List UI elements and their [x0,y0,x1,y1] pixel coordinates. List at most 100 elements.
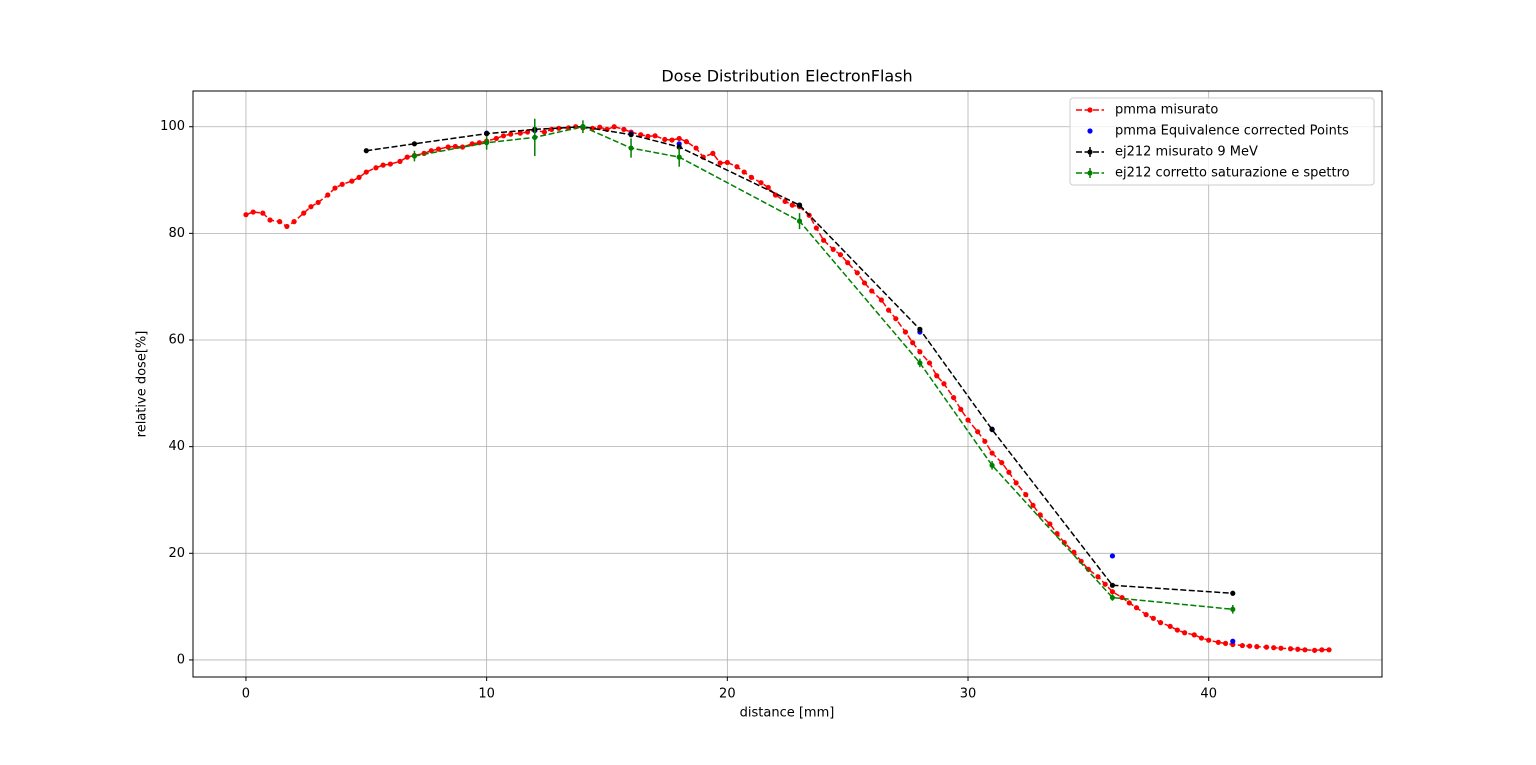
data-point [621,126,627,132]
data-point [1215,639,1221,645]
data-point [902,329,909,335]
data-point [517,130,523,136]
data-point [917,360,923,366]
data-point [541,129,548,135]
x-axis-label: distance [mm] [740,706,835,721]
data-point [277,219,283,225]
data-point [683,139,690,145]
data-point [628,145,634,151]
data-point [1230,638,1236,644]
data-point [260,210,266,216]
data-point [989,450,995,456]
data-point [411,153,418,159]
x-tick-label: 20 [719,687,736,702]
data-point [1182,630,1188,636]
data-point [782,198,788,204]
data-point [982,438,988,444]
data-point [989,426,995,433]
data-point [1271,645,1277,651]
data-point [1278,645,1284,651]
data-point [1312,647,1318,653]
data-point [1133,605,1140,611]
y-tick-label: 40 [168,439,185,454]
data-point [508,131,514,137]
data-point [500,133,507,139]
legend-label: ej212 corretto saturazione e spettro [1115,166,1350,181]
y-tick-label: 100 [160,119,185,134]
data-point [941,381,947,387]
data-point [380,162,386,168]
data-point [717,160,723,166]
data-point [724,159,730,166]
data-point [532,134,538,140]
data-point [917,326,923,332]
legend: pmma misurato pmma Equivalence corrected … [1069,97,1375,186]
plot-frame [192,90,1383,678]
data-point [1222,640,1229,647]
data-point [837,252,844,258]
data-point [404,154,410,160]
data-point [813,225,819,231]
data-point [965,417,971,423]
legend-label: ej212 misurato 9 MeV [1115,145,1258,160]
data-point [1174,627,1181,633]
data-point [1326,647,1332,653]
data-point [524,129,531,135]
data-point [284,223,290,230]
data-point [878,297,884,303]
data-point [748,174,754,180]
data-point [1198,635,1205,641]
data-point [645,133,651,139]
data-point [363,148,369,154]
data-point [910,340,916,346]
data-point [356,174,362,180]
data-point [1054,530,1060,537]
data-point [1023,492,1029,498]
data-point [556,125,562,131]
data-point [549,126,555,132]
data-point [250,209,256,215]
data-point [459,144,466,150]
legend-marker [1087,107,1093,113]
y-tick-label: 20 [168,546,185,561]
data-point [484,131,490,137]
data-point [628,132,634,138]
legend-marker [1087,149,1093,155]
data-point [1047,521,1053,527]
data-point [1013,480,1019,486]
data-point [958,406,964,412]
data-point [1150,615,1156,621]
data-point [308,204,314,210]
data-point [693,145,699,151]
data-point [332,185,338,191]
data-point [893,316,899,322]
data-point [411,141,418,147]
data-point [758,180,764,186]
data-point [1230,606,1236,612]
x-tick-label: 0 [242,687,250,702]
data-point [1295,646,1301,652]
data-point [267,217,273,223]
data-point [975,429,981,435]
data-point [1006,469,1012,475]
data-point [917,349,923,355]
data-point [1302,647,1308,653]
data-point [1254,644,1260,650]
series-line [245,125,1330,652]
legend-marker [1087,170,1093,176]
y-tick-label: 80 [168,226,185,241]
data-point [1109,594,1116,601]
data-point [243,212,249,218]
data-point [1230,590,1236,596]
series-line [366,125,1233,595]
data-point [1037,512,1043,518]
data-point [854,270,860,276]
legend-label: pmma Equivalence corrected Points [1115,124,1349,139]
data-point [999,460,1005,466]
data-point [493,135,499,142]
data-point [1247,643,1253,649]
x-tick-label: 10 [478,687,495,702]
data-point [821,237,827,243]
data-point [652,133,658,139]
